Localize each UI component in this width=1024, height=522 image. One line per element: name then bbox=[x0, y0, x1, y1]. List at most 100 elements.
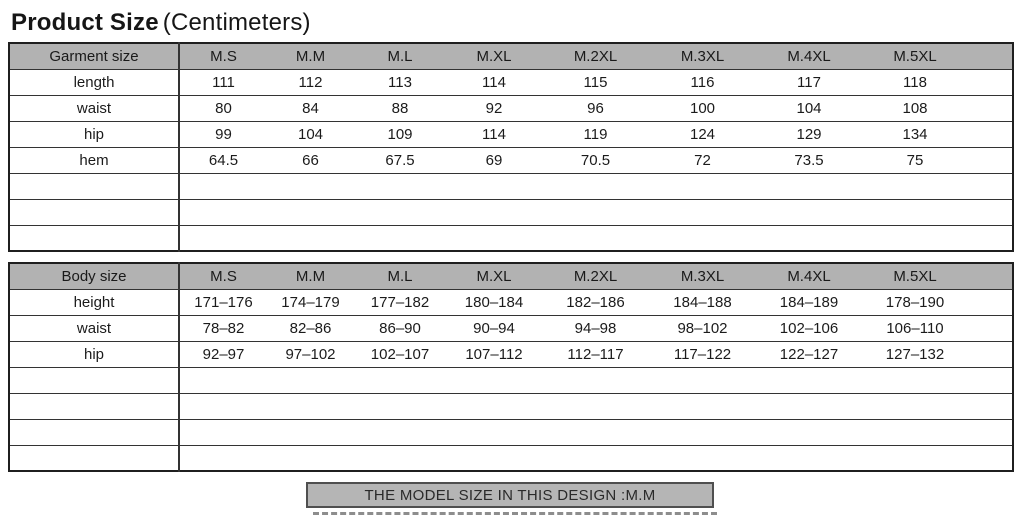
size-column-header: M.S bbox=[179, 43, 267, 69]
table-row bbox=[9, 173, 1013, 199]
size-value-cell bbox=[354, 173, 446, 199]
size-value-cell: 182–186 bbox=[566, 293, 625, 311]
size-value-cell: 84 bbox=[302, 99, 319, 117]
row-label bbox=[9, 393, 180, 419]
size-value-cell bbox=[756, 419, 862, 445]
row-filler-cell bbox=[968, 393, 1013, 419]
size-value-cell: 80 bbox=[215, 99, 232, 117]
row-label bbox=[9, 419, 180, 445]
size-value-cell bbox=[862, 419, 968, 445]
table-row bbox=[9, 445, 1013, 471]
size-value-cell: 124 bbox=[689, 125, 716, 143]
size-value-cell: 184–189 bbox=[779, 293, 839, 311]
size-value-cell bbox=[354, 393, 446, 419]
size-value-cell bbox=[179, 199, 267, 225]
row-label: hem bbox=[9, 147, 180, 173]
size-column-header: M.XL bbox=[446, 43, 542, 69]
size-column-header: M.L bbox=[354, 43, 446, 69]
size-column-header: M.4XL bbox=[756, 43, 862, 69]
size-value-cell bbox=[542, 419, 649, 445]
size-value-cell: 180–184 bbox=[464, 293, 524, 311]
size-value-cell bbox=[542, 393, 649, 419]
page-title: Product Size (Centimeters) bbox=[11, 9, 311, 37]
table-row: hem 64.5 66 67.5 69 70.5 72 73.5 75 bbox=[9, 147, 1013, 173]
size-column-header: M.5XL bbox=[862, 263, 968, 289]
row-filler-cell bbox=[968, 69, 1013, 95]
size-value-cell bbox=[354, 419, 446, 445]
size-value-cell: 73.5 bbox=[794, 151, 824, 169]
size-value-cell: 69 bbox=[485, 151, 503, 169]
size-value-cell bbox=[354, 445, 446, 471]
size-value-cell: 102–106 bbox=[779, 319, 839, 337]
size-value-cell bbox=[446, 173, 542, 199]
size-value-cell bbox=[756, 393, 862, 419]
size-value-cell bbox=[354, 199, 446, 225]
size-column-header: M.2XL bbox=[542, 43, 649, 69]
size-value-cell: 174–179 bbox=[281, 293, 340, 311]
row-label: waist bbox=[9, 95, 180, 121]
garment-header-row: Garment size M.S M.M M.L M.XL M.2XL M.3X… bbox=[9, 43, 1013, 69]
table-row bbox=[9, 199, 1013, 225]
size-value-cell bbox=[267, 225, 354, 251]
body-header-label: Body size bbox=[9, 263, 180, 289]
row-filler-cell bbox=[968, 445, 1013, 471]
size-value-cell bbox=[756, 367, 862, 393]
size-value-cell: 116 bbox=[690, 73, 715, 91]
size-value-cell: 171–176 bbox=[194, 293, 253, 311]
size-value-cell bbox=[354, 225, 446, 251]
header-filler-cell bbox=[968, 263, 1013, 289]
size-value-cell bbox=[649, 393, 756, 419]
size-value-cell bbox=[446, 419, 542, 445]
size-value-cell bbox=[542, 225, 649, 251]
size-value-cell bbox=[267, 393, 354, 419]
page-title-unit: (Centimeters) bbox=[162, 9, 311, 36]
row-label: waist bbox=[9, 315, 180, 341]
row-label: hip bbox=[9, 341, 180, 367]
model-size-note: THE MODEL SIZE IN THIS DESIGN :M.M bbox=[306, 482, 714, 508]
size-value-cell bbox=[542, 173, 649, 199]
table-row: waist 80 84 88 92 96 100 104 108 bbox=[9, 95, 1013, 121]
size-value-cell: 129 bbox=[796, 125, 822, 143]
size-value-cell bbox=[446, 199, 542, 225]
size-value-cell bbox=[862, 445, 968, 471]
size-value-cell: 117–122 bbox=[673, 345, 732, 363]
size-value-cell bbox=[446, 367, 542, 393]
size-value-cell: 90–94 bbox=[473, 319, 515, 337]
size-value-cell bbox=[542, 367, 649, 393]
size-value-cell: 113 bbox=[388, 73, 412, 91]
size-value-cell bbox=[267, 445, 354, 471]
size-value-cell: 122–127 bbox=[779, 345, 839, 363]
size-value-cell: 92 bbox=[485, 99, 503, 117]
table-row: hip 99 104 109 114 119 124 129 134 bbox=[9, 121, 1013, 147]
size-value-cell: 96 bbox=[587, 99, 604, 117]
page-title-main: Product Size bbox=[11, 9, 159, 36]
size-value-cell bbox=[446, 445, 542, 471]
size-value-cell: 177–182 bbox=[370, 293, 430, 311]
size-value-cell: 114 bbox=[482, 125, 506, 143]
size-value-cell bbox=[446, 225, 542, 251]
table-row bbox=[9, 367, 1013, 393]
size-value-cell bbox=[756, 445, 862, 471]
size-value-cell: 70.5 bbox=[580, 151, 611, 169]
size-value-cell bbox=[756, 225, 862, 251]
size-value-cell: 92–97 bbox=[202, 345, 245, 363]
row-label: hip bbox=[9, 121, 180, 147]
body-header-row: Body size M.S M.M M.L M.XL M.2XL M.3XL M… bbox=[9, 263, 1013, 289]
size-value-cell bbox=[179, 367, 267, 393]
table-row bbox=[9, 225, 1013, 251]
size-value-cell bbox=[267, 199, 354, 225]
size-value-cell: 111 bbox=[212, 73, 235, 91]
size-value-cell bbox=[179, 225, 267, 251]
size-value-cell bbox=[179, 419, 267, 445]
size-column-header: M.M bbox=[267, 43, 354, 69]
size-value-cell bbox=[542, 199, 649, 225]
size-value-cell: 82–86 bbox=[289, 319, 332, 337]
table-row: hip 92–97 97–102 102–107 107–112 112–117 117–1… bbox=[9, 341, 1013, 367]
size-value-cell: 107–112 bbox=[465, 345, 523, 363]
size-value-cell: 178–190 bbox=[885, 293, 945, 311]
size-value-cell bbox=[267, 419, 354, 445]
size-value-cell: 115 bbox=[583, 73, 608, 91]
row-filler-cell bbox=[968, 95, 1013, 121]
size-value-cell bbox=[649, 225, 756, 251]
size-value-cell: 97–102 bbox=[285, 345, 336, 363]
